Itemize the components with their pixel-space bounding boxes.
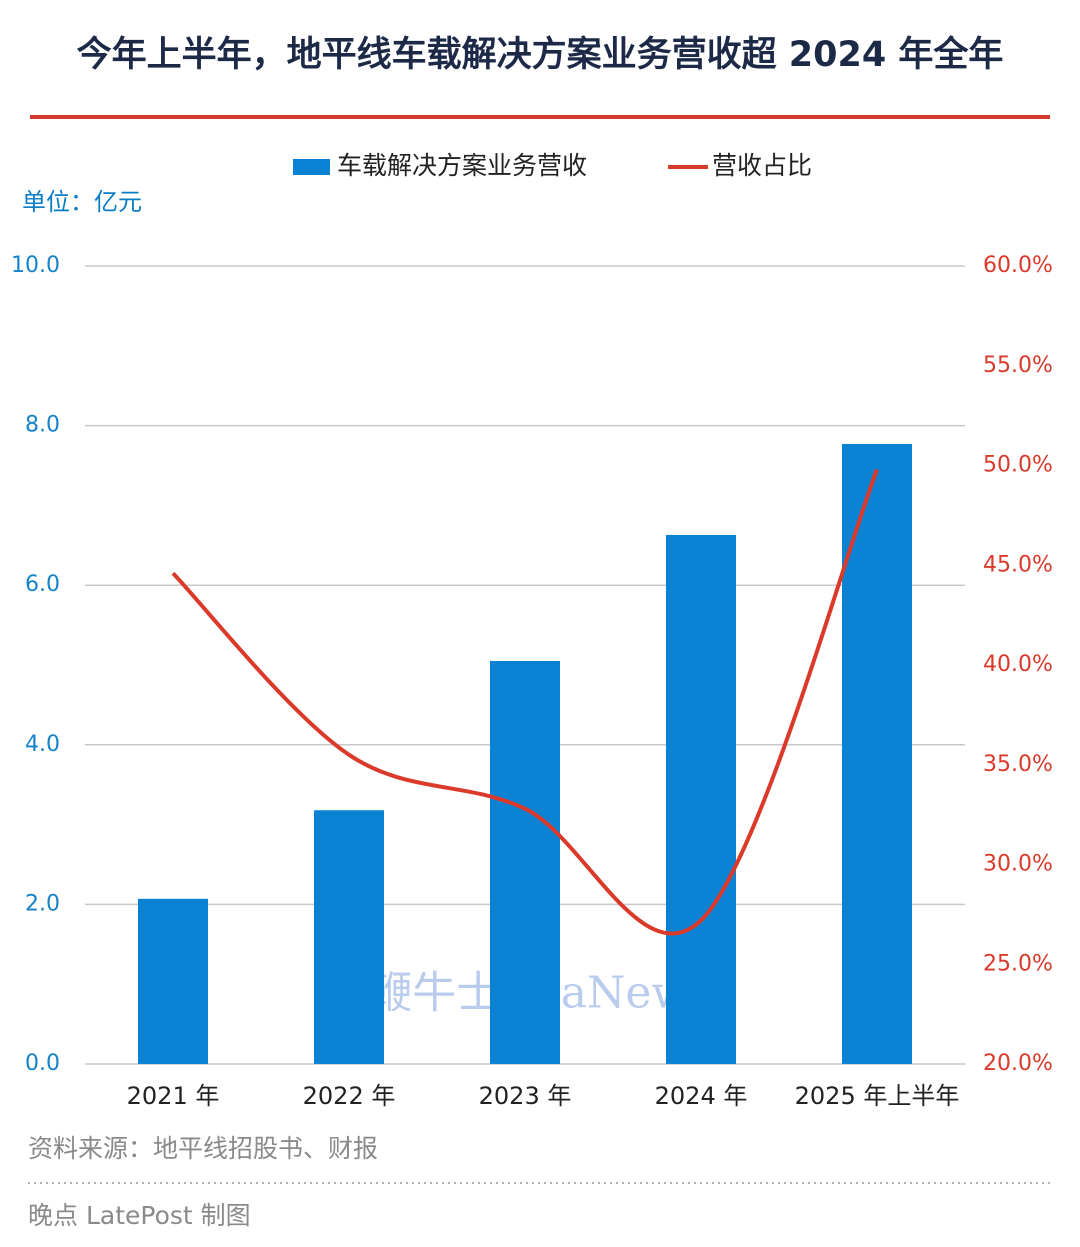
legend-label: 车载解决方案业务营收 (337, 151, 587, 180)
bar (842, 443, 912, 1065)
y2-tick-label: 40.0% (983, 652, 1053, 677)
y-tick-label: 4.0 (25, 732, 60, 757)
credit: 晚点 LatePost 制图 (28, 1201, 251, 1230)
y2-tick-label: 50.0% (983, 453, 1053, 478)
x-tick-label: 2024 年 (655, 1082, 748, 1110)
unit-label: 单位：亿元 (22, 188, 142, 216)
y2-tick-label: 20.0% (983, 1051, 1053, 1076)
y-tick-label: 0.0 (25, 1051, 60, 1076)
x-tick-label: 2023 年 (479, 1082, 572, 1110)
y-tick-label: 10.0 (11, 253, 60, 278)
y2-tick-label: 35.0% (983, 752, 1053, 777)
bar (666, 534, 736, 1064)
y2-tick-label: 55.0% (983, 353, 1053, 378)
chart-title: 今年上半年，地平线车载解决方案业务营收超 2024 年全年 (77, 34, 1004, 75)
x-tick-label: 2021 年 (127, 1082, 220, 1110)
y-tick-label: 8.0 (25, 413, 60, 438)
legend-swatch (293, 159, 330, 175)
source: 资料来源：地平线招股书、财报 (28, 1134, 378, 1163)
y-tick-label: 2.0 (25, 891, 60, 916)
x-tick-label: 2022 年 (303, 1082, 396, 1110)
bar (490, 661, 560, 1064)
y2-tick-label: 25.0% (983, 951, 1053, 976)
x-tick-label: 2025 年上半年 (795, 1082, 960, 1110)
y-tick-label: 6.0 (25, 572, 60, 597)
bar (314, 810, 384, 1064)
line (171, 468, 879, 936)
y2-tick-label: 60.0% (983, 253, 1053, 278)
bar (138, 898, 208, 1064)
y2-tick-label: 45.0% (983, 552, 1053, 577)
y2-tick-label: 30.0% (983, 852, 1053, 877)
legend-label: 营收占比 (712, 151, 812, 180)
